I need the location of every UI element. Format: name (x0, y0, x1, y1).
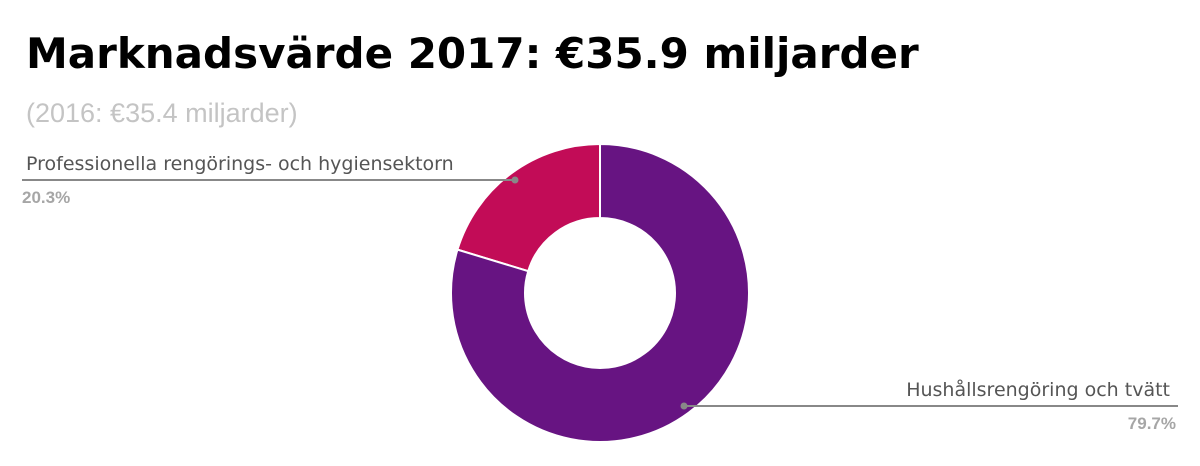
slice-value-household: 79.7% (1128, 414, 1176, 433)
slice-label-professional: Professionella rengörings- och hygiensek… (26, 153, 454, 175)
slice-labels: Professionella rengörings- och hygiensek… (22, 153, 1178, 433)
slice-household (450, 142, 750, 443)
chart-subtitle: (2016: €35.4 miljarder) (26, 98, 298, 128)
slice-professional (456, 142, 601, 273)
donut-slices (450, 142, 750, 443)
chart-title: Marknadsvärde 2017: €35.9 miljarder (26, 29, 919, 78)
leader-dot-professional (511, 176, 519, 184)
leader-dot-household (680, 402, 688, 410)
slice-label-household: Hushållsrengöring och tvätt (906, 378, 1170, 401)
slice-value-professional: 20.3% (22, 188, 70, 207)
